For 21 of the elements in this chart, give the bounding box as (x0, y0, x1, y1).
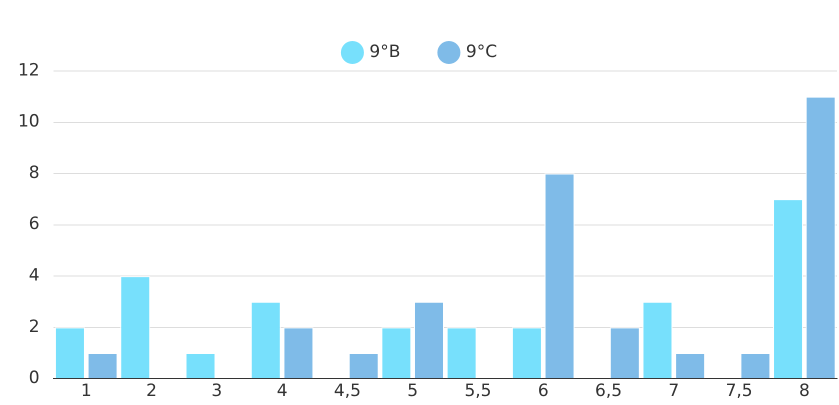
x-tick-label: 1 (80, 381, 92, 402)
x-tick-label: 4 (276, 381, 288, 402)
x-tick-label: 6,5 (594, 381, 622, 402)
x-tick-label: 4,5 (334, 381, 361, 402)
y-tick-label: 4 (28, 265, 40, 286)
x-tick-label: 3 (211, 381, 222, 402)
legend-label: 9°C (466, 42, 498, 62)
x-tick-label: 8 (798, 381, 810, 402)
y-tick-label: 10 (18, 112, 40, 132)
legend-label: 9°B (369, 42, 400, 62)
y-tick-label: 0 (28, 368, 40, 388)
y-tick-label: 2 (28, 316, 40, 337)
x-tick-label: 2 (146, 381, 157, 402)
x-tick-label: 7 (668, 381, 680, 402)
x-tick-label: 7,5 (726, 381, 753, 402)
x-tick-label: 6 (538, 381, 549, 402)
y-tick-label: 12 (18, 60, 40, 80)
y-tick-label: 8 (28, 162, 40, 183)
x-tick-label: 5,5 (464, 381, 492, 402)
y-tick-label: 6 (28, 214, 40, 234)
x-tick-label: 5 (407, 381, 418, 402)
